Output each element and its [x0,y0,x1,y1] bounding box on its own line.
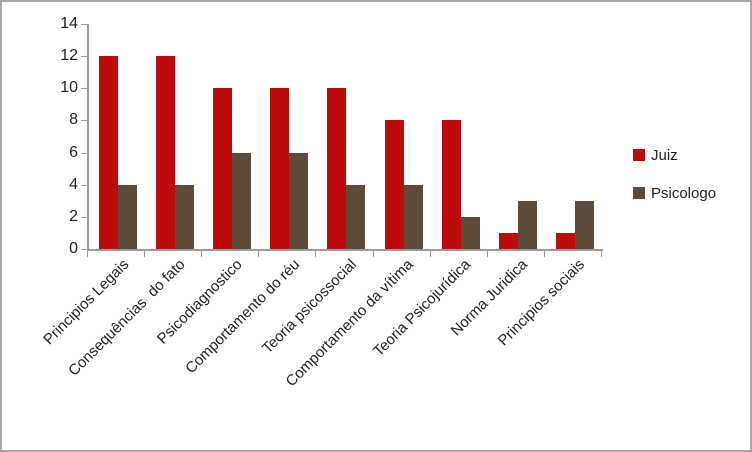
bar-juiz [156,56,175,249]
bar-psicologo [289,153,308,249]
legend-swatch-icon [633,187,645,199]
bar-psicologo [346,185,365,249]
x-axis-tick [87,251,88,257]
x-axis-tick [373,251,374,257]
bar-psicologo [175,185,194,249]
bar-psicologo [461,217,480,249]
y-axis-tick [81,153,87,154]
x-axis-tick [144,251,145,257]
bar-psicologo [404,185,423,249]
bar-psicologo [518,201,537,249]
legend-label: Juiz [651,146,678,164]
y-axis-tick-label: 4 [69,176,78,193]
y-axis-tick-label: 12 [60,47,78,64]
bar-juiz [327,88,346,249]
y-axis-tick-label: 0 [69,240,78,257]
y-axis-tick-label: 2 [69,208,78,225]
y-axis-tick [81,185,87,186]
bar-juiz [385,120,404,249]
bar-juiz [442,120,461,249]
y-axis-tick [81,88,87,89]
legend-label: Psicologo [651,184,717,202]
y-axis-tick [81,249,87,250]
bar-juiz [556,233,575,249]
x-axis-tick [201,251,202,257]
bar-psicologo [118,185,137,249]
x-axis-tick [487,251,488,257]
y-axis-tick-label: 6 [69,144,78,161]
legend: Juiz Psicologo [633,143,716,219]
bar-psicologo [232,153,251,249]
bar-psicologo [575,201,594,249]
bar-juiz [499,233,518,249]
x-axis-tick [430,251,431,257]
x-axis-tick [601,251,602,257]
y-axis-tick-label: 8 [69,111,78,128]
x-axis-category-label: Comportamento do réu [181,256,304,378]
bar-juiz [99,56,118,249]
bar-juiz [270,88,289,249]
x-axis-tick [258,251,259,257]
y-axis-tick [81,24,87,25]
y-axis-tick [81,217,87,218]
y-axis-tick-label: 10 [60,79,78,96]
x-axis-tick [315,251,316,257]
legend-item-juiz: Juiz [633,143,716,167]
x-axis-category-label: Teoria Psicojurídica [370,256,475,360]
y-axis-tick [81,56,87,57]
y-axis-tick [81,120,87,121]
legend-item-psicologo: Psicologo [633,181,716,205]
plot-area [87,24,603,251]
x-axis-tick [544,251,545,257]
bar-juiz [213,88,232,249]
legend-swatch-icon [633,149,645,161]
y-axis-tick-label: 14 [60,15,78,32]
